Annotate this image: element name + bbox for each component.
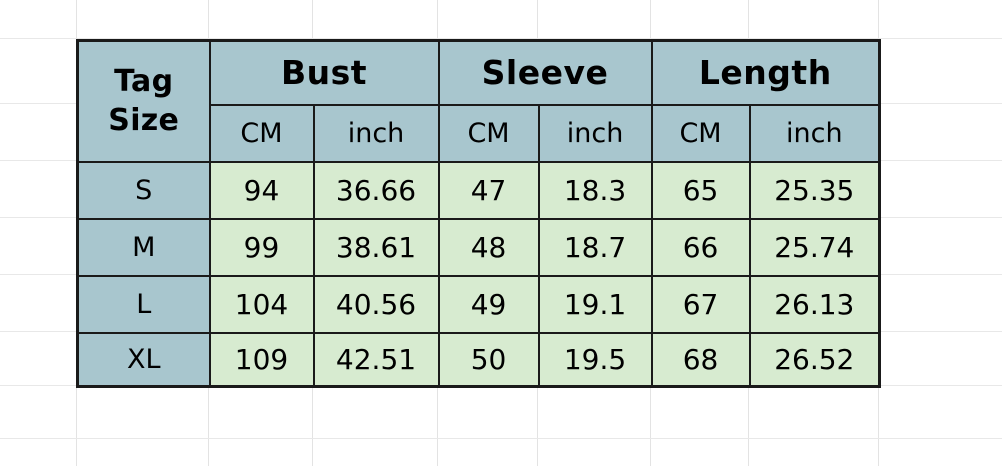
tag-size-line-1: Tag: [114, 63, 174, 99]
cell-length-cm: 66: [650, 217, 751, 277]
header-cell-sleeve: Sleeve: [437, 39, 653, 106]
cell-bust-inch: 40.56: [312, 274, 440, 334]
table-header-row-groups: Tag Size Bust Sleeve Length: [76, 39, 881, 163]
header-cell-bust-cm: CM: [208, 103, 315, 163]
tag-size-line-2: Size: [108, 103, 180, 139]
header-cell-bust: Bust: [208, 39, 440, 106]
cell-size: S: [76, 160, 211, 220]
cell-length-cm: 68: [650, 331, 751, 388]
table-row: L 104 40.56 49 19.1 67 26.13: [76, 274, 881, 334]
cell-size: L: [76, 274, 211, 334]
size-chart-table: Tag Size Bust Sleeve Length CM inch CM i…: [76, 39, 882, 388]
cell-size: XL: [76, 331, 211, 388]
header-cell-bust-inch: inch: [312, 103, 440, 163]
header-cell-tag-size: Tag Size: [76, 39, 211, 163]
table-row: M 99 38.61 48 18.7 66 25.74: [76, 217, 881, 277]
cell-sleeve-inch: 18.3: [537, 160, 653, 220]
table-row: S 94 36.66 47 18.3 65 25.35: [76, 160, 881, 220]
size-chart-container: Tag Size Bust Sleeve Length CM inch CM i…: [76, 39, 882, 388]
cell-sleeve-inch: 18.7: [537, 217, 653, 277]
cell-bust-inch: 36.66: [312, 160, 440, 220]
grid-row-line: [0, 438, 1002, 439]
cell-sleeve-cm: 50: [437, 331, 540, 388]
cell-bust-inch: 42.51: [312, 331, 440, 388]
table-header-row-units: CM inch CM inch CM inch: [78, 103, 881, 163]
grid-row-line: [0, 38, 1002, 39]
header-cell-sleeve-cm: CM: [437, 103, 540, 163]
cell-length-inch: 25.35: [748, 160, 881, 220]
header-cell-sleeve-inch: inch: [537, 103, 653, 163]
cell-sleeve-cm: 48: [437, 217, 540, 277]
table-row: XL 109 42.51 50 19.5 68 26.52: [76, 331, 881, 388]
cell-bust-inch: 38.61: [312, 217, 440, 277]
cell-bust-cm: 109: [208, 331, 315, 388]
cell-bust-cm: 99: [208, 217, 315, 277]
cell-length-inch: 26.52: [748, 331, 881, 388]
cell-sleeve-inch: 19.1: [537, 274, 653, 334]
cell-bust-cm: 104: [208, 274, 315, 334]
cell-length-cm: 65: [650, 160, 751, 220]
cell-bust-cm: 94: [208, 160, 315, 220]
header-cell-length: Length: [650, 39, 881, 106]
cell-sleeve-inch: 19.5: [537, 331, 653, 388]
cell-size: M: [76, 217, 211, 277]
cell-sleeve-cm: 47: [437, 160, 540, 220]
cell-length-inch: 25.74: [748, 217, 881, 277]
header-cell-length-cm: CM: [650, 103, 751, 163]
cell-sleeve-cm: 49: [437, 274, 540, 334]
cell-length-inch: 26.13: [748, 274, 881, 334]
cell-length-cm: 67: [650, 274, 751, 334]
header-cell-length-inch: inch: [748, 103, 881, 163]
